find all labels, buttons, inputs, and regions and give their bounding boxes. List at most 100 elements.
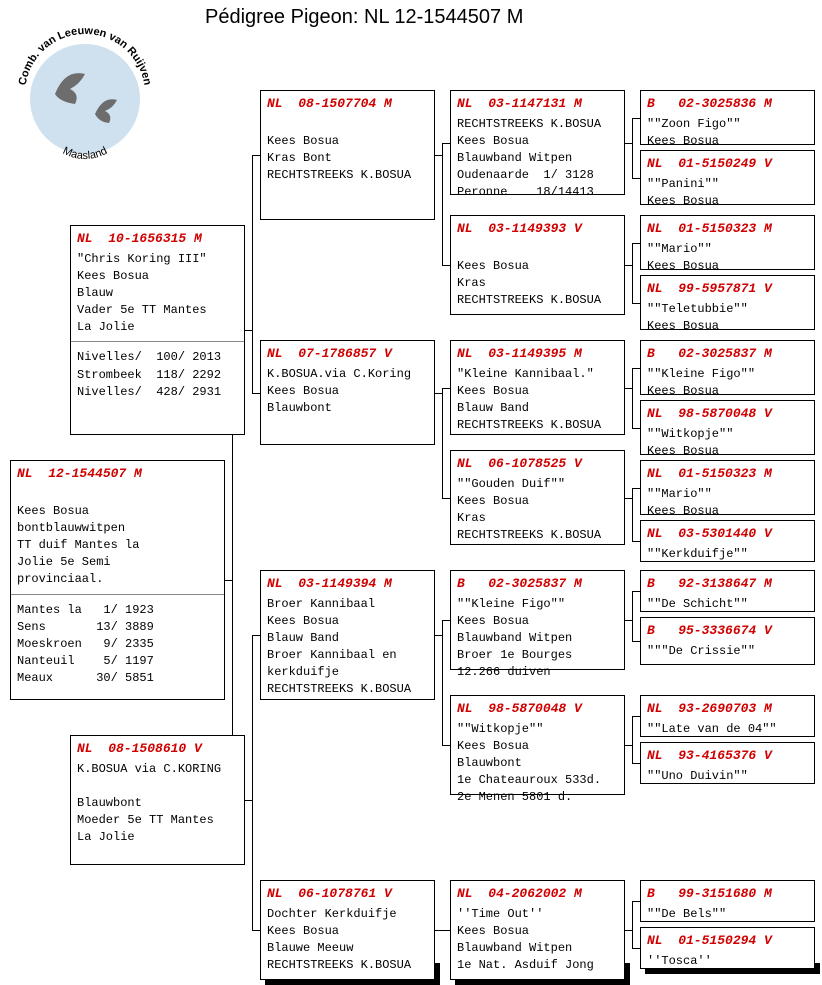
pedigree-box-g1b: NL 08-1508610 VK.BOSUA via C.KORING Blau… (70, 735, 245, 865)
connector-line (632, 716, 633, 746)
connector-line (225, 580, 232, 581)
box-divider (71, 341, 244, 342)
ring-number: B 95-3336674 V (647, 622, 808, 640)
connector-line (442, 143, 443, 157)
pedigree-box-g4j: B 95-3336674 V """De Crissie"" (640, 617, 815, 665)
connector-line (632, 745, 633, 764)
pedigree-box-g3b: NL 03-1149393 V Kees Bosua Kras RECHTSTR… (450, 215, 625, 315)
ring-number: NL 99-5957871 V (647, 280, 808, 298)
ring-number: NL 01-5150323 M (647, 220, 808, 238)
connector-line (625, 930, 632, 931)
box-body: Kees Bosua bontblauwwitpen TT duif Mante… (17, 504, 139, 587)
connector-line (632, 488, 640, 489)
pedigree-box-g4c: NL 01-5150323 M""Mario"" Kees Bosua (640, 215, 815, 270)
connector-line (245, 800, 252, 801)
box-body: ""De Schicht"" (647, 597, 748, 611)
ring-number: NL 06-1078761 V (267, 885, 428, 903)
connector-line (625, 265, 632, 266)
connector-line (252, 330, 253, 394)
connector-line (632, 428, 640, 429)
ring-number: NL 01-5150249 V (647, 155, 808, 173)
connector-line (625, 143, 632, 144)
connector-line (442, 265, 450, 266)
connector-line (632, 303, 640, 304)
pedigree-box-g2a: NL 08-1507704 M Kees Bosua Kras Bont REC… (260, 90, 435, 220)
pedigree-box-g4h: NL 03-5301440 V ""Kerkduifje"" (640, 520, 815, 562)
ring-number: NL 08-1507704 M (267, 95, 428, 113)
box-body: ""Panini"" Kees Bosua (647, 177, 719, 208)
pedigree-box-g4k: NL 93-2690703 M ""Late van de 04"" (640, 695, 815, 737)
connector-line (632, 118, 633, 144)
ring-number: NL 04-2062002 M (457, 885, 618, 903)
connector-line (632, 265, 633, 304)
connector-line (625, 620, 632, 621)
box-body: ''Tosca'' (647, 954, 712, 968)
ring-number: NL 93-4165376 V (647, 747, 808, 765)
box-body: Kees Bosua Kras Bont RECHTSTREEKS K.BOSU… (267, 134, 411, 182)
pedigree-box-g4a: B 02-3025836 M""Zoon Figo"" Kees Bosua (640, 90, 815, 145)
ring-number: B 99-3151680 M (647, 885, 808, 903)
connector-line (442, 155, 443, 266)
connector-line (632, 368, 640, 369)
ring-number: NL 01-5150323 M (647, 465, 808, 483)
connector-line (435, 155, 442, 156)
box-body: Dochter Kerkduifje Kees Bosua Blauwe Mee… (267, 907, 411, 973)
connector-line (252, 393, 260, 394)
connector-line (632, 388, 633, 429)
connector-line (632, 591, 633, 621)
pedigree-box-g4e: B 02-3025837 M""Kleine Figo"" Kees Bosua (640, 340, 815, 395)
ring-number: NL 03-1149395 M (457, 345, 618, 363)
pedigree-box-g3g: NL 04-2062002 M ''Time Out'' Kees Bosua B… (450, 880, 625, 980)
box-body: """De Crissie"" (647, 644, 755, 658)
connector-line (632, 620, 633, 642)
box-body: ""Kerkduifje"" (647, 547, 748, 561)
connector-line (632, 716, 640, 717)
box-body: ""Witkopje"" Kees Bosua Blauwbont 1e Cha… (457, 722, 601, 805)
box-body: "Kleine Kannibaal." Kees Bosua Blauw Ban… (457, 367, 601, 433)
box-body: ""Mario"" Kees Bosua (647, 487, 719, 518)
pedigree-box-g3c: NL 03-1149395 M "Kleine Kannibaal." Kees … (450, 340, 625, 435)
pedigree-box-g4i: B 92-3138647 M ""De Schicht"" (640, 570, 815, 612)
box-body: ""Teletubbie"" Kees Bosua (647, 302, 748, 333)
ring-number: NL 07-1786857 V (267, 345, 428, 363)
box-body: "Chris Koring III" Kees Bosua Blauw Vade… (77, 252, 207, 335)
connector-line (632, 948, 640, 949)
box-body: ""Kleine Figo"" Kees Bosua Blauwband Wit… (457, 597, 572, 680)
connector-line (632, 901, 633, 931)
box-body: ""De Bels"" (647, 907, 726, 921)
connector-line (632, 763, 640, 764)
box-body: ''Time Out'' Kees Bosua Blauwband Witpen… (457, 907, 594, 973)
pedigree-box-g4f: NL 98-5870048 V ""Witkopje"" Kees Bosua (640, 400, 815, 455)
box-body: ""Witkopje"" Kees Bosua (647, 427, 733, 458)
ring-number: B 92-3138647 M (647, 575, 808, 593)
connector-line (632, 243, 633, 267)
ring-number: NL 98-5870048 V (647, 405, 808, 423)
connector-line (442, 930, 450, 931)
ring-number: NL 03-1149393 V (457, 220, 618, 238)
connector-line (632, 641, 640, 642)
pedigree-box-g4b: NL 01-5150249 V ""Panini"" Kees Bosua (640, 150, 815, 205)
box-body: ""Late van de 04"" (647, 722, 777, 736)
connector-line (442, 498, 450, 499)
pedigree-box-g3a: NL 03-1147131 MRECHTSTREEKS K.BOSUA Kees… (450, 90, 625, 195)
pedigree-box-g4m: B 99-3151680 M ""De Bels"" (640, 880, 815, 922)
connector-line (632, 498, 633, 543)
pedigree-box-g4d: NL 99-5957871 V ""Teletubbie"" Kees Bosua (640, 275, 815, 330)
pedigree-box-g1a: NL 10-1656315 M "Chris Koring III" Kees B… (70, 225, 245, 435)
connector-line (245, 330, 252, 331)
ring-number: NL 10-1656315 M (77, 230, 238, 248)
box-body: K.BOSUA.via C.Koring Kees Bosua Blauwbon… (267, 367, 411, 415)
ring-number: NL 01-5150294 V (647, 932, 808, 950)
connector-line (442, 745, 450, 746)
connector-line (252, 930, 260, 931)
ring-number: NL 03-5301440 V (647, 525, 808, 543)
connector-line (252, 155, 260, 156)
connector-line (625, 498, 632, 499)
connector-line (632, 243, 640, 244)
ring-number: NL 93-2690703 M (647, 700, 808, 718)
box-body: RECHTSTREEKS K.BOSUA Kees Bosua Blauwban… (457, 117, 601, 200)
ring-number: B 02-3025836 M (647, 95, 808, 113)
connector-line (442, 393, 443, 499)
box-divider (11, 594, 224, 595)
pedigree-box-g0: NL 12-1544507 M Kees Bosua bontblauwwitp… (10, 460, 225, 700)
